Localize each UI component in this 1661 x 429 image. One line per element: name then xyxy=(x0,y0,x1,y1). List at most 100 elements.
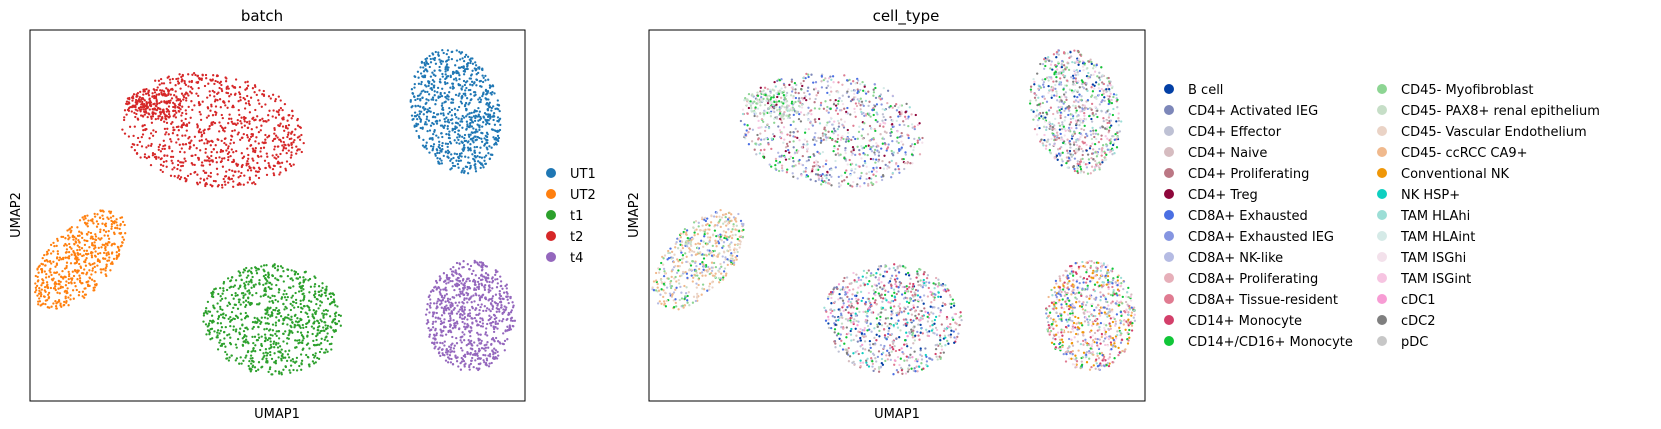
point-cd8a-nk-like xyxy=(768,163,771,166)
point-t4 xyxy=(459,312,462,316)
point-t4 xyxy=(487,288,490,291)
point-t4 xyxy=(464,326,468,329)
point-ut1 xyxy=(436,91,439,94)
point-ut1 xyxy=(488,84,492,87)
point-t2 xyxy=(255,93,258,97)
point-cd4-proliferating xyxy=(788,140,791,144)
point-ut2 xyxy=(92,286,95,290)
batch-chart-title: batch xyxy=(241,7,283,25)
point-ut1 xyxy=(425,101,428,105)
point-cd14-cd16-monocyte xyxy=(786,168,789,171)
point-t2 xyxy=(273,132,276,135)
point-t2 xyxy=(162,160,166,164)
point-t1 xyxy=(229,319,233,322)
point-t2 xyxy=(178,177,182,181)
point-t2 xyxy=(185,99,188,102)
point-cd4-effector xyxy=(794,127,797,131)
point-cd8a-exhausted xyxy=(897,165,900,168)
point-t1 xyxy=(284,365,287,368)
point-ut1 xyxy=(461,126,464,129)
point-t4 xyxy=(458,273,461,276)
point-ut1 xyxy=(488,122,491,126)
point-ut1 xyxy=(417,104,420,108)
point-t2 xyxy=(123,132,127,135)
point-t1 xyxy=(254,283,257,286)
point-cd8a-nk-like xyxy=(805,159,808,163)
point-cd45-myofibroblast xyxy=(856,137,859,140)
point-tam-hlaint xyxy=(840,99,843,103)
point-ut1 xyxy=(445,116,448,119)
point-cd4-proliferating xyxy=(850,138,853,142)
point-t2 xyxy=(205,159,208,162)
point-t1 xyxy=(276,265,280,268)
point-t2 xyxy=(287,149,290,152)
point-t2 xyxy=(240,152,243,155)
point-t2 xyxy=(167,75,170,78)
point-t4 xyxy=(501,287,504,290)
point-t4 xyxy=(483,288,487,292)
point-tam-isghi xyxy=(860,157,863,160)
point-tam-hlaint xyxy=(836,91,840,94)
point-ut1 xyxy=(423,123,427,126)
point-ut1 xyxy=(483,159,486,162)
point-ut1 xyxy=(413,125,416,128)
point-ut1 xyxy=(473,149,476,152)
point-t1 xyxy=(267,322,270,325)
point-tam-hlahi xyxy=(836,127,840,131)
point-cd8a-nk-like xyxy=(861,147,864,150)
point-t2 xyxy=(286,135,289,139)
point-cd8a-exhausted-ieg xyxy=(807,106,810,109)
point-t4 xyxy=(455,261,459,265)
point-t2 xyxy=(132,134,135,138)
point-ut2 xyxy=(91,237,95,241)
point-ut1 xyxy=(439,60,442,64)
point-ut1 xyxy=(433,129,436,132)
point-tam-hlahi xyxy=(767,126,771,130)
point-ut2 xyxy=(83,215,87,218)
point-tam-isghi xyxy=(792,96,795,100)
point-cd4-naive xyxy=(750,140,754,143)
point-t4 xyxy=(442,272,446,275)
point-t2 xyxy=(283,102,287,106)
point-ut2 xyxy=(90,256,94,259)
point-t2 xyxy=(163,144,167,147)
point-ut2 xyxy=(74,285,77,288)
point-t2 xyxy=(189,90,192,93)
point-t4 xyxy=(474,352,477,355)
point-t2 xyxy=(298,138,302,141)
point-t4 xyxy=(468,279,471,283)
point-ut2 xyxy=(78,230,81,233)
point-ut2 xyxy=(84,264,88,267)
point-cd8a-exhausted xyxy=(798,158,801,162)
point-t1 xyxy=(312,339,315,343)
point-t4 xyxy=(443,354,446,357)
point-t2 xyxy=(240,171,243,175)
point-t1 xyxy=(323,313,326,316)
point-t2 xyxy=(155,88,158,92)
point-ut1 xyxy=(435,122,439,125)
point-t1 xyxy=(267,276,270,279)
point-t1 xyxy=(265,264,268,267)
point-ut2 xyxy=(37,271,40,274)
point-cd4-treg xyxy=(796,136,799,140)
point-ut1 xyxy=(460,102,464,105)
point-tam-hlaint xyxy=(815,168,818,171)
point-ut2 xyxy=(90,273,93,276)
point-t4 xyxy=(481,268,484,271)
point-t2 xyxy=(223,141,226,145)
point-t2 xyxy=(191,87,194,90)
point-t4 xyxy=(443,344,446,347)
point-t2 xyxy=(177,109,180,113)
point-tam-hlaint xyxy=(895,119,898,123)
point-t2 xyxy=(215,167,219,170)
point-t2 xyxy=(249,96,253,99)
point-ut1 xyxy=(446,81,449,85)
point-ut2 xyxy=(98,216,102,219)
point-ut2 xyxy=(78,240,81,244)
point-tam-isghi xyxy=(762,152,765,155)
point-t2 xyxy=(232,180,235,183)
point-t2 xyxy=(267,161,270,165)
point-ut1 xyxy=(487,98,490,101)
point-cd4-proliferating xyxy=(856,88,859,91)
point-t1 xyxy=(235,328,238,331)
